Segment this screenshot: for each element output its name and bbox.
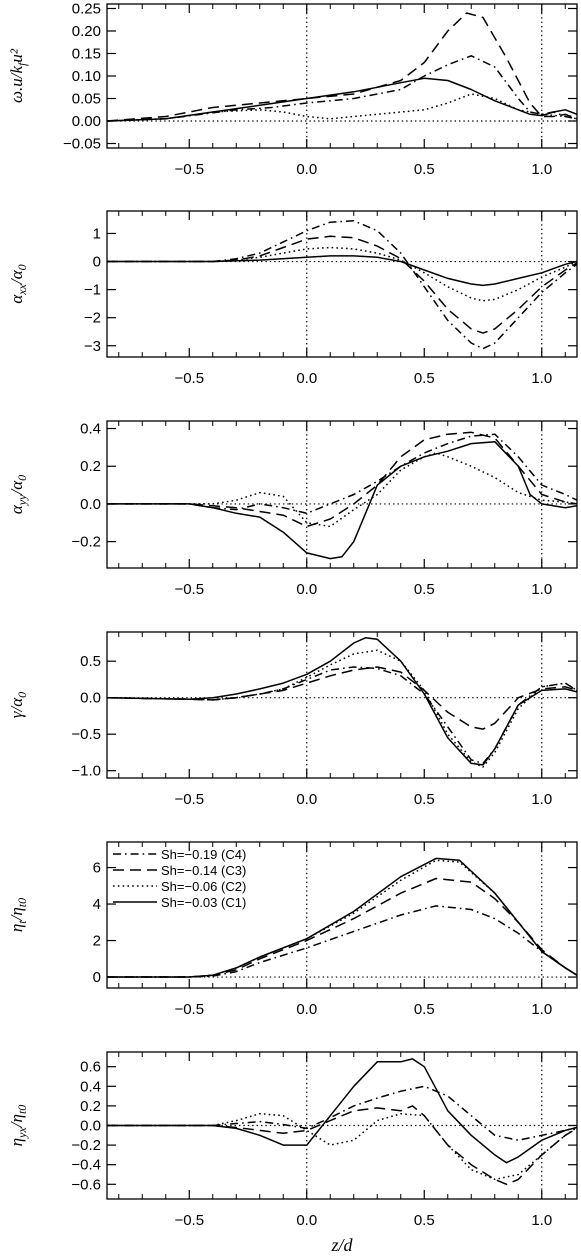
x-tick-label: 0.0 (296, 1001, 317, 1018)
plot-frame (106, 841, 578, 989)
y-tick-label: 0.0 (80, 1118, 101, 1135)
plot-frame (106, 420, 578, 569)
x-tick-label: 0.0 (296, 161, 317, 178)
y-tick-label: 0.4 (80, 1078, 101, 1095)
panel-2: −0.5 0.0 0.5 1.0 1 0 −1 −2 −3 αxx/α0 (7, 210, 578, 387)
y-tick-label: 0.15 (72, 46, 101, 63)
y-tick-label: 6 (93, 860, 101, 877)
y-axis-label: αxx/α0 (7, 264, 29, 303)
x-tick-label: 0.5 (414, 1001, 435, 1018)
x-tick-label: 1.0 (531, 1212, 552, 1229)
y-tick-label: −0.05 (63, 136, 101, 153)
x-tick-label: −0.5 (174, 791, 204, 808)
x-tick-label: 1.0 (531, 1001, 552, 1018)
x-tick-label: 0.0 (296, 1212, 317, 1229)
series-line-solid (107, 255, 577, 287)
panel-3: −0.5 0.0 0.5 1.0 0.4 0.2 0.0 −0.2 αyy/α0 (7, 420, 578, 598)
x-tick-label: 0.5 (414, 581, 435, 598)
panel-4: −0.5 0.0 0.5 1.0 0.5 0.0 −0.5 −1.0 γ/α0 (7, 631, 578, 808)
y-tick-label: −0.6 (71, 1176, 101, 1193)
x-tick-label: 1.0 (531, 581, 552, 598)
y-axis-label: γ/α0 (7, 692, 29, 718)
series-line-dotted (107, 649, 577, 768)
y-tick-label: 1 (93, 225, 101, 242)
plot-frame (106, 3, 578, 149)
series-line-solid (107, 637, 577, 766)
series-line-solid (107, 77, 577, 122)
series-line-dashdot (107, 433, 577, 515)
y-axis-label: ηt/ηt0 (7, 898, 29, 932)
series-line-solid (107, 1058, 577, 1164)
legend-label: Sh=−0.14 (C3) (161, 863, 246, 878)
y-tick-label: 0.6 (80, 1059, 101, 1076)
x-tick-label: −0.5 (174, 370, 204, 387)
y-tick-label: 0.25 (72, 1, 101, 18)
series-line-dotted (107, 452, 577, 528)
y-tick-label: 0 (93, 254, 101, 271)
y-tick-label: −1 (84, 282, 101, 299)
legend-label: Sh=−0.19 (C4) (161, 847, 246, 862)
series-line-dashed (107, 877, 577, 978)
x-axis-label: z/d (330, 1235, 353, 1255)
y-tick-label: −3 (84, 338, 101, 355)
y-axis-label: ω.u/kfu² (7, 48, 29, 103)
y-axis-label: αyy/α0 (7, 475, 29, 514)
x-tick-label: 0.5 (414, 791, 435, 808)
y-tick-label: −1.0 (71, 763, 101, 780)
panel-1: −0.5 0.0 0.5 1.0 0.25 0.20 0.15 0.10 0.05 0.00 −0.… (7, 1, 578, 178)
x-tick-label: 1.0 (531, 161, 552, 178)
x-tick-label: 0.0 (296, 791, 317, 808)
series-line-dashdot (107, 666, 577, 765)
y-tick-label: 0.00 (72, 113, 101, 130)
x-tick-label: 0.0 (296, 370, 317, 387)
plot-frame (106, 210, 578, 358)
y-tick-label: 0.4 (80, 421, 101, 438)
y-axis-label: ηyx/ηt0 (7, 1105, 29, 1147)
y-tick-label: 0.10 (72, 68, 101, 85)
series-line-solid (107, 857, 577, 978)
y-tick-label: 0.20 (72, 23, 101, 40)
x-tick-label: −0.5 (174, 1212, 204, 1229)
legend-label: Sh=−0.06 (C2) (161, 879, 246, 894)
y-tick-label: 4 (93, 896, 101, 913)
y-tick-label: −2 (84, 310, 101, 327)
series-line-dashdot (107, 1085, 577, 1141)
series-line-dashed (107, 1105, 577, 1186)
y-tick-label: 0.0 (80, 690, 101, 707)
y-tick-label: −0.5 (71, 726, 101, 743)
y-tick-label: −0.4 (71, 1157, 101, 1174)
x-tick-label: −0.5 (174, 1001, 204, 1018)
y-tick-label: −0.2 (71, 1137, 101, 1154)
y-tick-label: 0.5 (80, 653, 101, 670)
legend: Sh=−0.19 (C4)Sh=−0.14 (C3)Sh=−0.06 (C2)S… (113, 847, 246, 910)
series-line-dashdot (107, 55, 577, 122)
x-tick-label: 0.0 (296, 581, 317, 598)
series-line-dashed (107, 235, 577, 334)
y-tick-label: 0 (93, 969, 101, 986)
x-tick-label: 1.0 (531, 791, 552, 808)
y-tick-label: 0.05 (72, 91, 101, 108)
y-tick-label: −0.2 (71, 534, 101, 551)
panel-6: −0.5 0.0 0.5 1.0 0.6 0.4 0.2 0.0 −0.2 −0.4 −0.6 ηyx… (7, 1051, 578, 1255)
legend-label: Sh=−0.03 (C1) (161, 895, 246, 910)
x-tick-label: 0.5 (414, 1212, 435, 1229)
y-tick-label: 0.2 (80, 1098, 101, 1115)
y-tick-label: 2 (93, 933, 101, 950)
x-tick-label: −0.5 (174, 581, 204, 598)
plot-frame (106, 631, 578, 779)
series-line-dashdot (107, 220, 577, 350)
y-tick-label: 0.0 (80, 496, 101, 513)
series-line-dashdot (107, 905, 577, 978)
x-tick-label: 0.5 (414, 370, 435, 387)
series-line-dashed (107, 12, 577, 122)
x-tick-label: 0.5 (414, 161, 435, 178)
series-line-dotted (107, 1112, 577, 1181)
x-tick-label: 1.0 (531, 370, 552, 387)
y-tick-label: 0.2 (80, 458, 101, 475)
series-line-solid (107, 440, 577, 560)
x-tick-label: −0.5 (174, 161, 204, 178)
